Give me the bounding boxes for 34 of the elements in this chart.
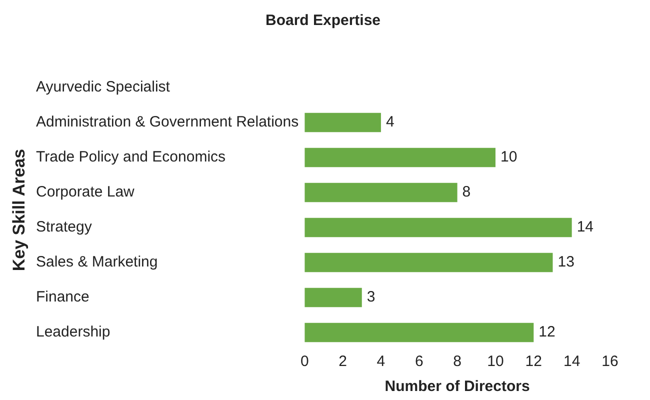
- chart-title: Board Expertise: [265, 12, 381, 30]
- data-label: 13: [558, 254, 574, 271]
- x-tick-label: 0: [300, 353, 309, 370]
- y-axis-title: Key Skill Areas: [10, 148, 29, 272]
- data-label: 14: [576, 218, 594, 236]
- x-tick-label: 10: [487, 353, 504, 370]
- x-tick-label: 12: [525, 353, 542, 370]
- x-tick-label: 2: [338, 353, 347, 370]
- y-tick-label: Trade Policy and Economics: [36, 148, 226, 166]
- y-tick-label: Corporate Law: [36, 184, 135, 201]
- x-axis-title: Number of Directors: [384, 378, 530, 396]
- data-label: 4: [386, 114, 394, 131]
- bar: [304, 252, 553, 272]
- y-tick-label: Leadership: [36, 324, 110, 341]
- bar: [304, 182, 458, 202]
- x-tick-label: 14: [563, 353, 580, 370]
- y-tick-label: Sales & Marketing: [36, 254, 158, 271]
- data-label: 10: [500, 148, 518, 166]
- x-tick-label: 16: [602, 353, 618, 370]
- y-tick-label: Strategy: [36, 218, 92, 236]
- data-label: 12: [538, 324, 556, 341]
- x-tick-label: 6: [414, 353, 424, 370]
- x-tick-label: 8: [453, 353, 462, 370]
- x-tick-label: 4: [376, 353, 386, 370]
- y-tick-label: Finance: [36, 288, 90, 306]
- bar: [304, 148, 496, 168]
- bar: [304, 322, 534, 342]
- bar: [304, 288, 362, 308]
- bar: [304, 218, 572, 238]
- bar: [304, 112, 381, 132]
- y-tick-label: Administration & Government Relations: [36, 114, 299, 131]
- data-label: 3: [366, 288, 376, 306]
- y-tick-label: Ayurvedic Specialist: [36, 78, 171, 96]
- data-label: 8: [462, 184, 471, 201]
